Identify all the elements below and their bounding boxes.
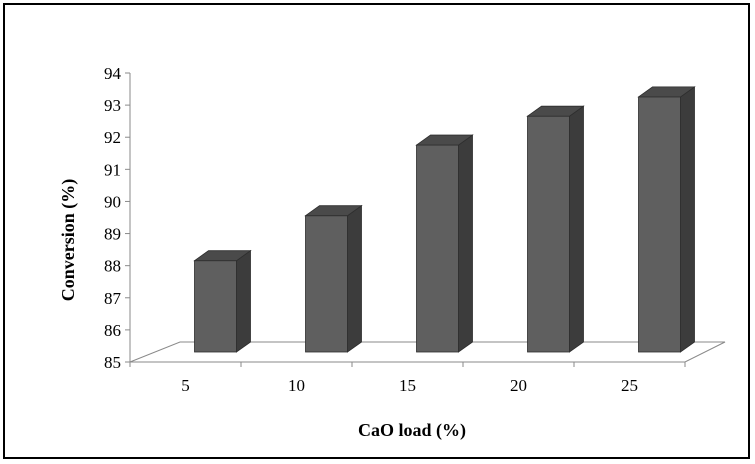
bar-side	[236, 249, 251, 353]
bar-side	[347, 204, 362, 353]
bar-front	[416, 144, 459, 353]
bar-front	[527, 115, 570, 353]
bar-front	[305, 215, 348, 353]
bar	[415, 134, 474, 353]
bar	[526, 105, 585, 353]
bar-top	[415, 134, 474, 146]
y-tick-label: 92	[104, 128, 121, 147]
x-axis-title: CaO load (%)	[358, 420, 466, 441]
bar	[193, 249, 252, 353]
x-axis: 5 10 15 20 25	[129, 361, 686, 395]
bar-side	[458, 134, 473, 353]
bar-top	[193, 250, 252, 262]
y-tick-label: 88	[104, 257, 121, 276]
bar-top	[637, 86, 696, 98]
x-tick-label: 15	[399, 376, 416, 395]
bar	[637, 86, 696, 353]
y-tick-label: 85	[104, 353, 121, 372]
x-tick-label: 5	[181, 376, 190, 395]
y-tick-label: 90	[104, 192, 121, 211]
y-tick-label: 87	[104, 289, 122, 308]
y-axis-title: Conversion (%)	[58, 179, 79, 302]
bar-side	[680, 86, 695, 353]
y-tick-label: 93	[104, 96, 121, 115]
y-tick-label: 94	[104, 64, 122, 83]
bar	[304, 204, 363, 353]
bar-front	[638, 96, 681, 353]
bars	[193, 86, 696, 353]
bar-side	[569, 105, 584, 353]
x-tick-label: 10	[288, 376, 305, 395]
y-tick-label: 91	[104, 160, 121, 179]
y-axis: 85 86 87 88 89 90 91 92 93 94	[104, 64, 131, 372]
bar-top	[304, 205, 363, 217]
x-tick-label: 25	[621, 376, 638, 395]
x-tick-label: 20	[510, 376, 527, 395]
bar-front	[194, 260, 237, 353]
y-tick-label: 89	[104, 225, 121, 244]
chart-frame	[3, 3, 750, 459]
y-tick-label: 86	[104, 321, 121, 340]
bar-top	[526, 105, 585, 117]
